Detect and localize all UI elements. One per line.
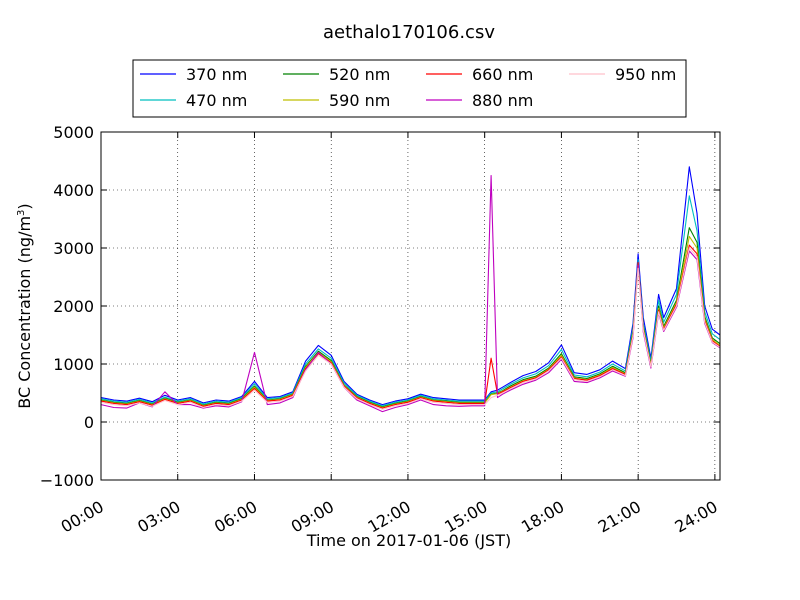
plot-frame xyxy=(100,131,721,481)
y-tick-label: 3000 xyxy=(53,239,94,258)
y-tick-label: 5000 xyxy=(53,123,94,142)
legend-label: 520 nm xyxy=(329,65,390,84)
legend: 370 nm 470 nm 520 nm 590 nm 660 nm 880 nm 950 … xyxy=(132,59,687,118)
y-tick-label: 4000 xyxy=(53,181,94,200)
legend-box xyxy=(132,59,687,118)
legend-label: 470 nm xyxy=(186,91,247,110)
legend-label: 370 nm xyxy=(186,65,247,84)
y-tick-label: 2000 xyxy=(53,297,94,316)
y-tick-label: −1000 xyxy=(40,471,94,490)
y-axis-label-close: ) xyxy=(15,203,34,209)
series-lines xyxy=(100,166,721,413)
legend-label: 880 nm xyxy=(472,91,533,110)
x-axis-label: Time on 2017-01-06 (JST) xyxy=(306,531,511,550)
y-axis-label-superscript: 3 xyxy=(16,210,27,216)
y-axis-label-main: BC Concentration (ng/m xyxy=(15,216,34,409)
y-tick-label: 1000 xyxy=(53,355,94,374)
legend-label: 590 nm xyxy=(329,91,390,110)
chart-title: aethalo170106.csv xyxy=(323,22,495,43)
legend-label: 660 nm xyxy=(472,65,533,84)
legend-label: 950 nm xyxy=(615,65,676,84)
y-tick-label: 0 xyxy=(84,413,94,432)
series-line-950-nm xyxy=(100,247,721,410)
y-axis-label: BC Concentration (ng/m3) xyxy=(15,203,34,408)
